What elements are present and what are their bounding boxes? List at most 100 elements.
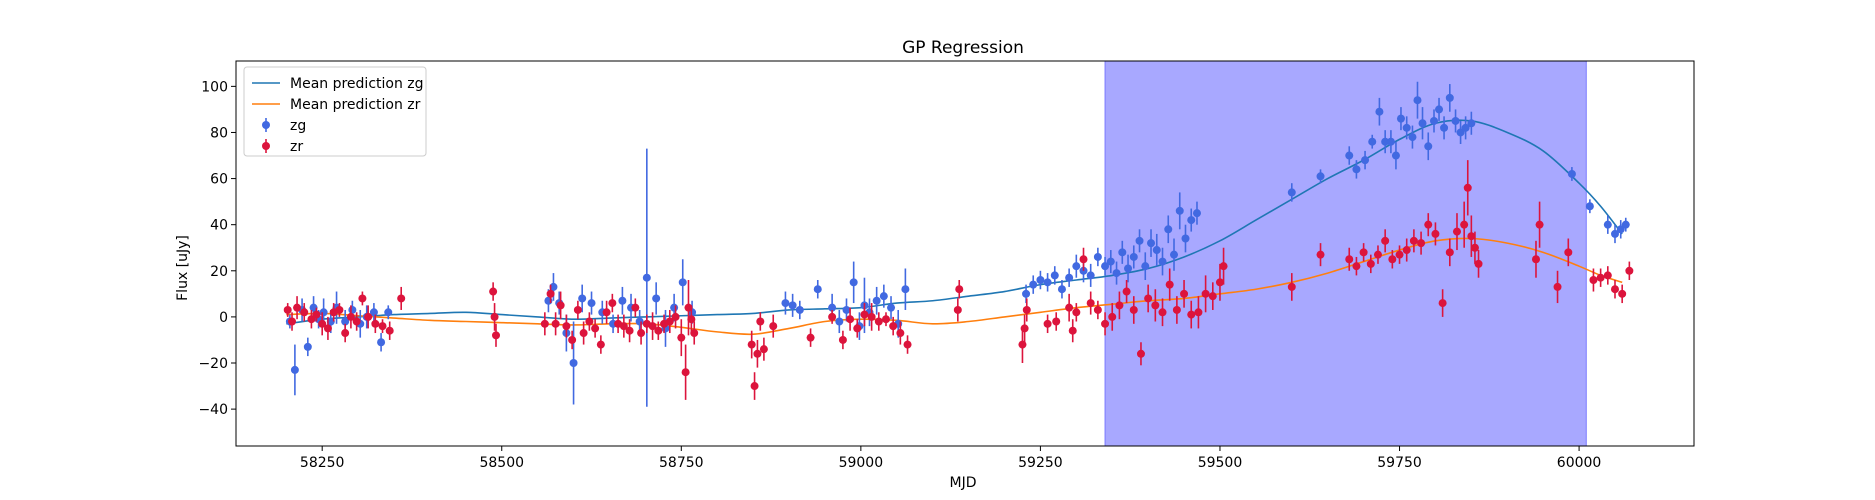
mean-line-zg [286,119,1623,325]
data-point [835,317,844,326]
data-point [1470,243,1479,252]
data-point [1124,264,1133,273]
data-point [1445,93,1454,102]
data-point [867,312,876,321]
data-point [377,338,386,347]
data-point [671,312,680,321]
x-tick-label: 59250 [1018,455,1063,471]
data-point [1036,276,1045,285]
data-point [1408,133,1417,142]
data-point [1287,282,1296,291]
data-point [608,299,617,308]
data-point [642,273,651,282]
data-point [540,319,549,328]
data-point [1136,349,1145,358]
data-point [753,349,762,358]
data-point [1129,305,1138,314]
data-point [596,340,605,349]
y-axis-label: Flux [uJy] [175,235,191,301]
data-point [872,296,881,305]
data-point [806,333,815,342]
data-point [1610,285,1619,294]
series-zr [283,160,1634,400]
data-point [1460,220,1469,229]
data-point [312,310,321,319]
data-point [489,287,498,296]
data-point [602,308,611,317]
legend-label: Mean prediction zg [290,76,424,92]
y-tick-label: 100 [201,79,228,95]
data-point [335,305,344,314]
data-point [1158,308,1167,317]
data-point [1474,259,1483,268]
data-point [896,329,905,338]
data-point [1424,142,1433,151]
data-point [1424,220,1433,229]
data-point [1118,248,1127,257]
data-point [1086,271,1095,280]
data-point [1553,282,1562,291]
data-point [1050,271,1059,280]
data-point [635,317,644,326]
data-point [677,333,686,342]
data-point [491,331,500,340]
y-tick-label: 0 [219,310,228,326]
data-point [1219,262,1228,271]
data-point [687,315,696,324]
data-point [901,285,910,294]
data-point [756,317,765,326]
data-point [1564,248,1573,257]
data-point [838,335,847,344]
data-point [665,317,674,326]
data-point [569,359,578,368]
data-point [887,303,896,312]
data-point [1413,96,1422,105]
data-point [303,342,312,351]
data-point [828,303,837,312]
data-point [1122,287,1131,296]
data-point [1151,301,1160,310]
data-point [1192,209,1201,218]
data-point [648,322,657,331]
data-point [795,305,804,314]
data-point [490,312,499,321]
data-point [1467,232,1476,241]
data-point [1022,305,1031,314]
data-point [293,303,302,312]
data-point [1361,156,1370,165]
data-point [1417,239,1426,248]
data-point [1135,236,1144,245]
data-point [348,305,357,314]
data-point [323,324,332,333]
data-point [1020,324,1029,333]
x-tick-label: 60000 [1557,455,1602,471]
data-point [378,322,387,331]
plot-area: 58250 58500 58750 59000 59250 59500 59750 60000… [198,60,1695,471]
data-point [849,278,858,287]
data-point [1170,250,1179,259]
data-point [352,317,361,326]
data-point [578,294,587,303]
data-point [300,308,309,317]
y-tick-label: −40 [198,402,228,418]
data-point [953,305,962,314]
data-point [1115,301,1124,310]
data-point [1373,250,1382,259]
data-point [1316,250,1325,259]
data-point [652,294,661,303]
data-point [1375,107,1384,116]
y-tick-label: −20 [198,356,228,372]
data-point [1129,252,1138,261]
data-point [681,368,690,377]
data-point [1603,220,1612,229]
data-point [1381,236,1390,245]
data-point [546,289,555,298]
data-point [341,317,350,326]
data-point [955,285,964,294]
data-point [1467,119,1476,128]
chart-title: GP Regression [902,38,1024,58]
data-point [853,324,862,333]
data-point [288,317,297,326]
data-point [384,308,393,317]
